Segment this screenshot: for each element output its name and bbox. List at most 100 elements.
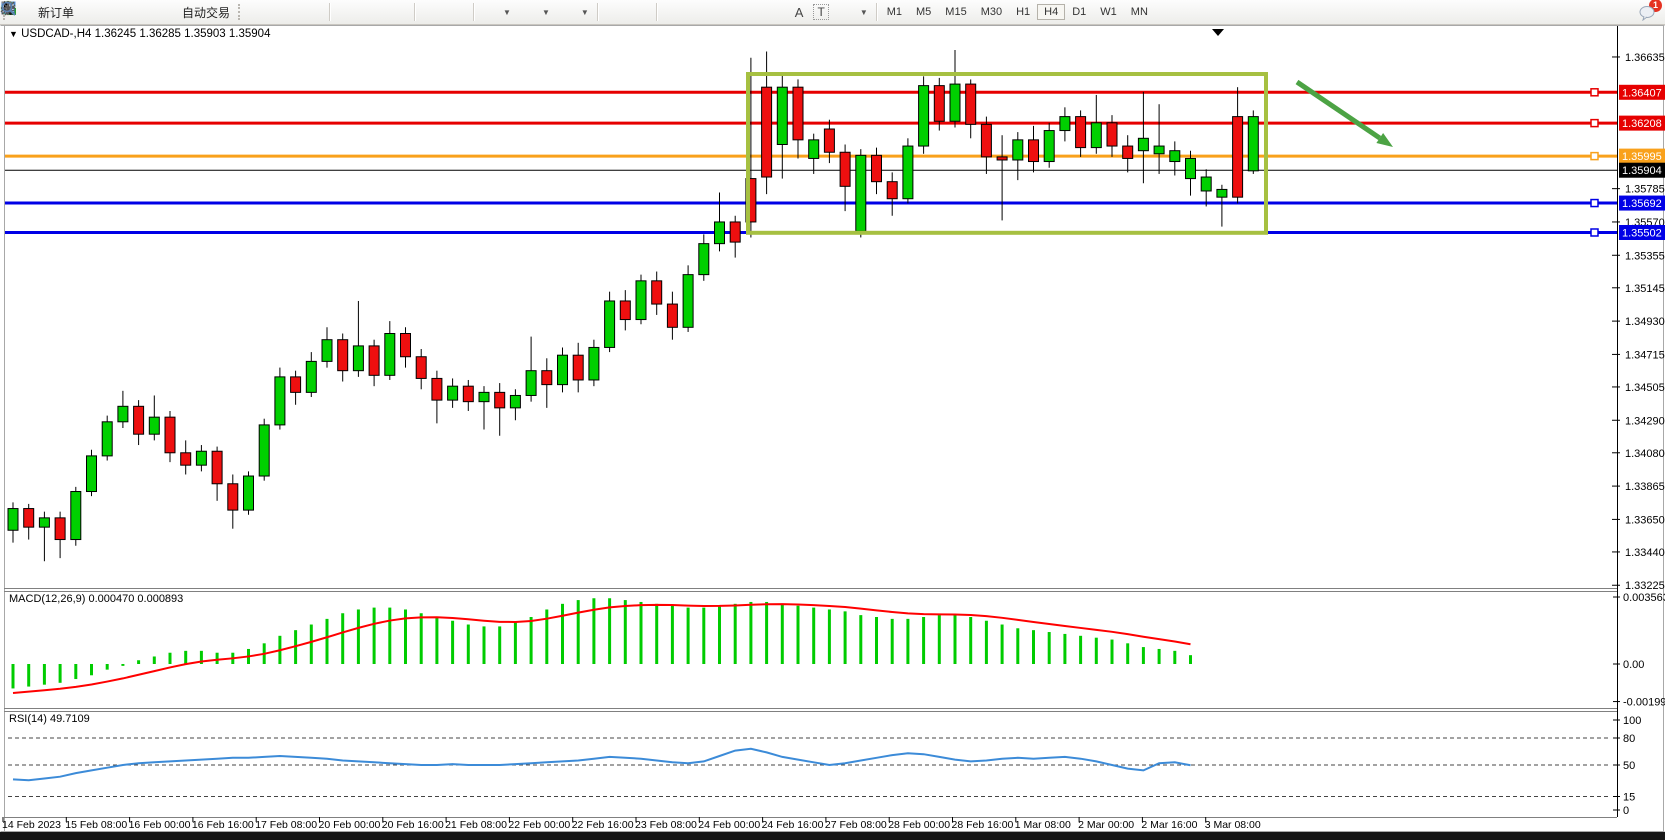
community-button[interactable] (2, 1, 131, 22)
candle (7, 508, 19, 531)
text-button[interactable]: A (790, 3, 809, 22)
templates-button[interactable]: ▼ (1, 2, 594, 22)
indicators-button[interactable]: ▼ (1, 1, 516, 22)
price-tick-label: 1.36635 (1625, 52, 1665, 64)
vertical-line-button[interactable] (7, 1, 686, 22)
candle (180, 452, 192, 466)
candlestick-chart-button[interactable] (1, 2, 300, 22)
time-axis-label: 16 Feb 00:00 (129, 819, 191, 831)
notifications-button[interactable]: 1 (1639, 0, 1662, 21)
new-order-icon (1, 1, 34, 20)
macd-signal-line (12, 603, 1191, 694)
price-tag-label: 1.36208 (1622, 118, 1662, 130)
down-arrow-annotation[interactable] (1295, 79, 1382, 141)
candle (541, 370, 553, 386)
timeframe-button-m30[interactable]: M30 (980, 6, 1003, 18)
candle (494, 391, 506, 409)
cursor-icon (4, 1, 622, 20)
candle (415, 356, 427, 379)
price-tag (1619, 224, 1665, 240)
candle (1200, 176, 1212, 192)
crosshair-icon (1, 1, 648, 20)
bar-chart-button[interactable] (2, 2, 274, 22)
candle (1137, 137, 1149, 152)
rsi-axis-label: 100 (1623, 715, 1641, 727)
candle (133, 405, 145, 435)
candle (38, 517, 50, 528)
auto-scroll-button[interactable] (1, 2, 444, 22)
timeframe-button-w1[interactable]: W1 (1100, 6, 1117, 18)
chevron-down-icon: ▼ (503, 7, 511, 17)
time-axis-label: 28 Feb 16:00 (952, 819, 1014, 831)
timeframe-button-h4[interactable]: H4 (1037, 4, 1066, 20)
arrows-button[interactable]: ▼ (2, 2, 873, 22)
price-tick-label: 1.34505 (1625, 382, 1665, 394)
timeframe-button-m1[interactable]: M1 (886, 6, 903, 18)
candle (258, 424, 270, 477)
timeframe-button-h1[interactable]: H1 (1016, 6, 1031, 18)
signals-icon (0, 0, 152, 20)
time-axis-label: 20 Feb 00:00 (319, 819, 381, 831)
horizontal-line-button[interactable] (1, 2, 712, 22)
candle (337, 339, 349, 372)
candle (604, 300, 616, 348)
horizontal-line-icon (1, 4, 707, 20)
new-order-button[interactable]: 新订单 (1, 1, 79, 23)
price-tag-label: 1.35904 (1622, 165, 1662, 177)
auto-trading-button[interactable]: 自动交易 (1, 2, 235, 23)
tile-windows-button[interactable] (2, 2, 411, 22)
chart-shift-button[interactable] (1, 2, 470, 22)
zoom-in-button[interactable] (2, 2, 359, 22)
chart-shift-marker-icon[interactable] (1212, 29, 1224, 36)
arrows-icon (2, 2, 855, 20)
candle (792, 86, 804, 141)
candle (1059, 116, 1071, 132)
timeframe-button-m15[interactable]: M15 (945, 6, 967, 18)
timeframe-button-mn[interactable]: MN (1130, 6, 1148, 18)
fibonacci-icon: F (2, 2, 785, 20)
candle (776, 86, 788, 145)
chart-window-border (0, 25, 1665, 832)
text-label-button[interactable]: T (808, 2, 833, 22)
gold-button[interactable] (1, 1, 105, 22)
macd-axis-label: 0.003563 (1623, 592, 1665, 604)
rsi-line (12, 747, 1191, 782)
fibonacci-button[interactable]: F (2, 2, 790, 22)
candle (305, 360, 317, 393)
toolbar-grip[interactable] (238, 4, 245, 20)
candle (980, 123, 992, 158)
price-line-handle[interactable] (1590, 151, 1599, 161)
price-line-handle[interactable] (1590, 198, 1599, 208)
price-tick-label: 1.33865 (1625, 481, 1665, 493)
candle (855, 154, 867, 232)
line-chart-icon (1, 3, 321, 20)
channel-button[interactable]: E (0, 1, 764, 22)
timeframe-button-m5[interactable]: M5 (916, 6, 932, 18)
price-tag (1619, 148, 1665, 164)
price-line-handle[interactable] (1590, 88, 1599, 97)
timeframe-button-d1[interactable]: D1 (1072, 6, 1087, 18)
candle (714, 221, 725, 245)
zoom-out-button[interactable] (2, 2, 385, 22)
periods-button[interactable]: ▼ (2, 2, 555, 22)
candle (933, 85, 945, 122)
line-chart-button[interactable] (1, 2, 326, 22)
cursor-button[interactable] (4, 1, 627, 22)
consolidation-box-annotation[interactable] (746, 72, 1268, 235)
candle (211, 450, 223, 485)
price-tag (1619, 84, 1665, 100)
rsi-axis-label: 15 (1623, 792, 1635, 804)
search-icon[interactable] (1, 1, 1631, 20)
candle (729, 221, 741, 243)
signals-button[interactable] (0, 0, 157, 22)
text-label-icon: T (813, 4, 829, 20)
price-line-handle[interactable] (1590, 118, 1599, 128)
candle (965, 83, 977, 125)
trendline-button[interactable] (1, 1, 738, 22)
candle (886, 181, 898, 200)
candle (290, 376, 302, 393)
price-line-handle[interactable] (1590, 228, 1599, 237)
channel-icon: E (0, 1, 759, 20)
crosshair-button[interactable] (1, 1, 653, 22)
